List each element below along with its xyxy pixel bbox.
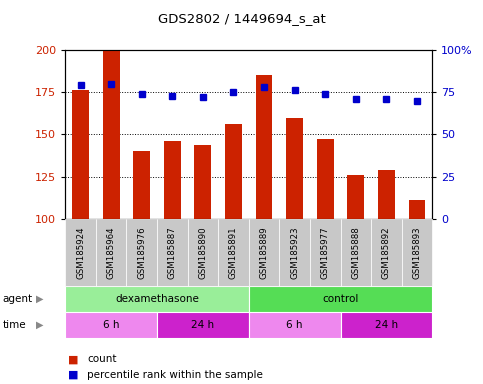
Text: time: time bbox=[2, 320, 26, 330]
Text: 24 h: 24 h bbox=[375, 320, 398, 330]
Text: GDS2802 / 1449694_s_at: GDS2802 / 1449694_s_at bbox=[157, 12, 326, 25]
Bar bbox=[157, 312, 249, 338]
Text: control: control bbox=[322, 294, 359, 304]
Text: agent: agent bbox=[2, 294, 32, 304]
Text: percentile rank within the sample: percentile rank within the sample bbox=[87, 370, 263, 380]
Text: GSM185892: GSM185892 bbox=[382, 226, 391, 279]
Text: ▶: ▶ bbox=[36, 320, 44, 330]
Text: GSM185893: GSM185893 bbox=[412, 226, 422, 279]
Bar bbox=[378, 170, 395, 219]
Text: ■: ■ bbox=[68, 370, 78, 380]
Bar bbox=[317, 139, 334, 219]
Bar bbox=[225, 124, 242, 219]
Bar bbox=[347, 175, 364, 219]
Text: GSM185888: GSM185888 bbox=[351, 226, 360, 279]
Text: GSM185977: GSM185977 bbox=[321, 226, 330, 279]
Bar bbox=[65, 286, 249, 312]
Bar bbox=[164, 141, 181, 219]
Text: GSM185924: GSM185924 bbox=[76, 226, 85, 279]
Bar bbox=[249, 286, 432, 312]
Text: ▶: ▶ bbox=[36, 294, 44, 304]
Bar bbox=[409, 200, 426, 219]
Bar bbox=[341, 312, 432, 338]
Bar bbox=[256, 75, 272, 219]
Bar bbox=[249, 312, 341, 338]
Bar bbox=[103, 50, 119, 219]
Text: GSM185891: GSM185891 bbox=[229, 226, 238, 279]
Bar bbox=[65, 312, 157, 338]
Text: 6 h: 6 h bbox=[103, 320, 119, 330]
Text: GSM185923: GSM185923 bbox=[290, 226, 299, 279]
Text: GSM185889: GSM185889 bbox=[259, 226, 269, 279]
Text: GSM185887: GSM185887 bbox=[168, 226, 177, 279]
Bar bbox=[72, 91, 89, 219]
Text: ■: ■ bbox=[68, 354, 78, 364]
Text: count: count bbox=[87, 354, 116, 364]
Bar bbox=[195, 144, 211, 219]
Text: GSM185890: GSM185890 bbox=[199, 226, 207, 279]
Text: dexamethasone: dexamethasone bbox=[115, 294, 199, 304]
Bar bbox=[286, 118, 303, 219]
Bar bbox=[133, 151, 150, 219]
Text: GSM185964: GSM185964 bbox=[107, 226, 115, 279]
Text: 24 h: 24 h bbox=[191, 320, 214, 330]
Text: GSM185976: GSM185976 bbox=[137, 226, 146, 279]
Text: 6 h: 6 h bbox=[286, 320, 303, 330]
